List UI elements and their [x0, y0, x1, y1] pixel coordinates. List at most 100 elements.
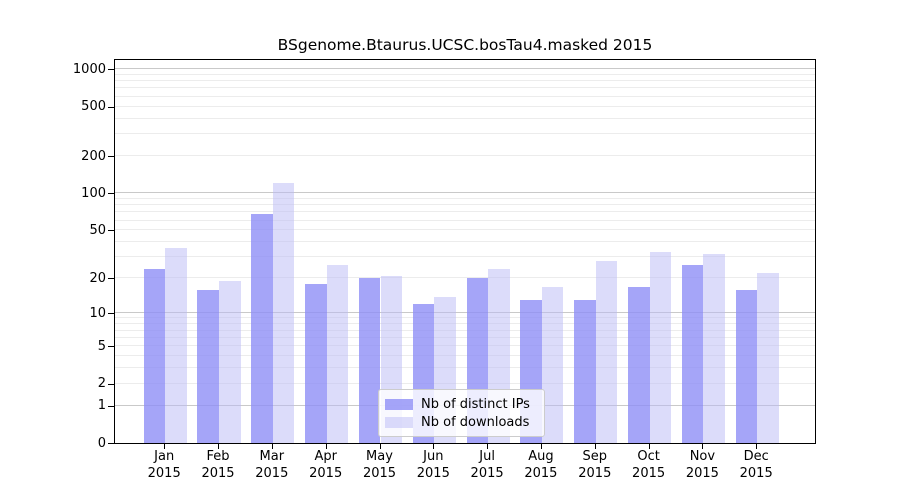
gridline [115, 241, 815, 242]
x-tick-label-jun: Jun 2015 [416, 449, 450, 481]
bar-downloads-oct [649, 252, 672, 443]
gridline [115, 73, 815, 75]
bar-downloads-jan [165, 247, 187, 443]
y-tick-label-5: 5 [97, 338, 106, 354]
x-tick-mark [218, 444, 219, 449]
gridline [115, 87, 815, 89]
x-tick-label-aug: Aug 2015 [524, 449, 558, 481]
bar-distinct-ips-may [358, 278, 381, 443]
gridline [115, 312, 815, 314]
bar-downloads-nov [703, 253, 725, 443]
bar-distinct-ips-oct [628, 286, 650, 443]
y-tick-label-1: 1 [97, 398, 106, 413]
legend-item-downloads: Nb of downloads [385, 413, 536, 431]
y-tick-mark [108, 156, 114, 157]
gridline [115, 329, 815, 331]
x-tick-mark [379, 444, 381, 449]
bar-downloads-apr [326, 264, 349, 443]
gridline [115, 229, 815, 231]
gridline [115, 95, 815, 97]
y-tick-mark [108, 313, 114, 315]
x-tick-mark [594, 444, 596, 449]
downloads-swatch-icon [385, 416, 413, 428]
x-tick-mark [756, 444, 758, 449]
gridline [115, 277, 815, 279]
gridline [115, 80, 815, 82]
y-tick-label-2: 2 [97, 376, 106, 392]
distinct-ips-swatch-icon [385, 398, 413, 410]
gridline [115, 211, 815, 213]
bar-distinct-ips-feb [197, 289, 219, 443]
y-tick-label-1000: 1000 [72, 61, 106, 77]
y-tick-label-10: 10 [89, 305, 106, 321]
gridline [115, 219, 815, 221]
bar-distinct-ips-apr [305, 283, 327, 443]
gridline [115, 256, 815, 258]
x-tick-label-feb: Feb 2015 [201, 449, 235, 481]
y-tick-mark [108, 193, 114, 195]
x-tick-label-jul: Jul 2015 [470, 449, 504, 481]
legend-item-distinct-ips: Nb of distinct IPs [385, 395, 536, 413]
gridline [115, 345, 815, 346]
bar-distinct-ips-dec [735, 289, 758, 443]
legend-label: Nb of downloads [421, 414, 530, 430]
gridline [115, 323, 815, 325]
gridline [115, 117, 815, 119]
y-tick-label-100: 100 [81, 185, 106, 201]
gridline [115, 105, 815, 107]
y-tick-mark [108, 69, 114, 71]
gridline [115, 192, 815, 194]
gridline [115, 367, 815, 368]
bar-downloads-feb [219, 280, 241, 443]
bar-downloads-aug [541, 286, 564, 443]
x-tick-mark [433, 444, 435, 449]
y-tick-mark [108, 383, 114, 385]
y-tick-label-20: 20 [89, 270, 106, 286]
chart-title: BSgenome.Btaurus.UCSC.bosTau4.masked 201… [277, 36, 653, 54]
bar-downloads-mar [272, 182, 295, 443]
gridline [115, 336, 815, 338]
x-tick-mark [648, 444, 650, 449]
y-tick-mark [108, 405, 114, 407]
bar-distinct-ips-sep [574, 300, 596, 443]
legend-label: Nb of distinct IPs [421, 396, 530, 412]
gridline [115, 317, 815, 319]
x-tick-label-apr: Apr 2015 [309, 449, 343, 481]
x-tick-mark [487, 444, 489, 449]
gridline [115, 68, 815, 70]
x-tick-label-may: May 2015 [362, 449, 397, 481]
x-tick-label-oct: Oct 2015 [632, 449, 666, 481]
y-tick-label-500: 500 [81, 99, 106, 115]
plot-area [114, 59, 816, 444]
x-tick-label-mar: Mar 2015 [255, 449, 289, 481]
gridline [115, 354, 815, 356]
x-tick-label-nov: Nov 2015 [685, 449, 719, 481]
x-tick-label-dec: Dec 2015 [739, 449, 773, 481]
bar-distinct-ips-nov [681, 264, 704, 443]
y-tick-mark [108, 106, 114, 108]
x-tick-mark [540, 444, 542, 449]
gridline [115, 204, 815, 206]
gridline [115, 382, 815, 384]
y-tick-label-0: 0 [97, 435, 106, 451]
bar-distinct-ips-mar [251, 213, 273, 443]
gridline [115, 133, 815, 135]
bar-downloads-sep [595, 260, 618, 443]
y-tick-label-50: 50 [89, 222, 106, 238]
x-tick-mark [325, 444, 327, 449]
y-tick-mark [108, 230, 114, 232]
x-tick-mark [164, 444, 166, 449]
y-tick-label-200: 200 [81, 148, 106, 164]
bar-downloads-dec [757, 273, 779, 443]
x-tick-mark [271, 444, 273, 449]
bar-distinct-ips-jan [143, 268, 166, 443]
gridline [115, 155, 815, 156]
y-tick-mark [108, 443, 114, 444]
y-tick-mark [108, 278, 114, 280]
legend: Nb of distinct IPs Nb of downloads [378, 389, 545, 437]
x-tick-mark [702, 444, 704, 449]
gridline [115, 197, 815, 199]
y-tick-mark [108, 346, 114, 347]
x-tick-label-jan: Jan 2015 [147, 449, 181, 481]
